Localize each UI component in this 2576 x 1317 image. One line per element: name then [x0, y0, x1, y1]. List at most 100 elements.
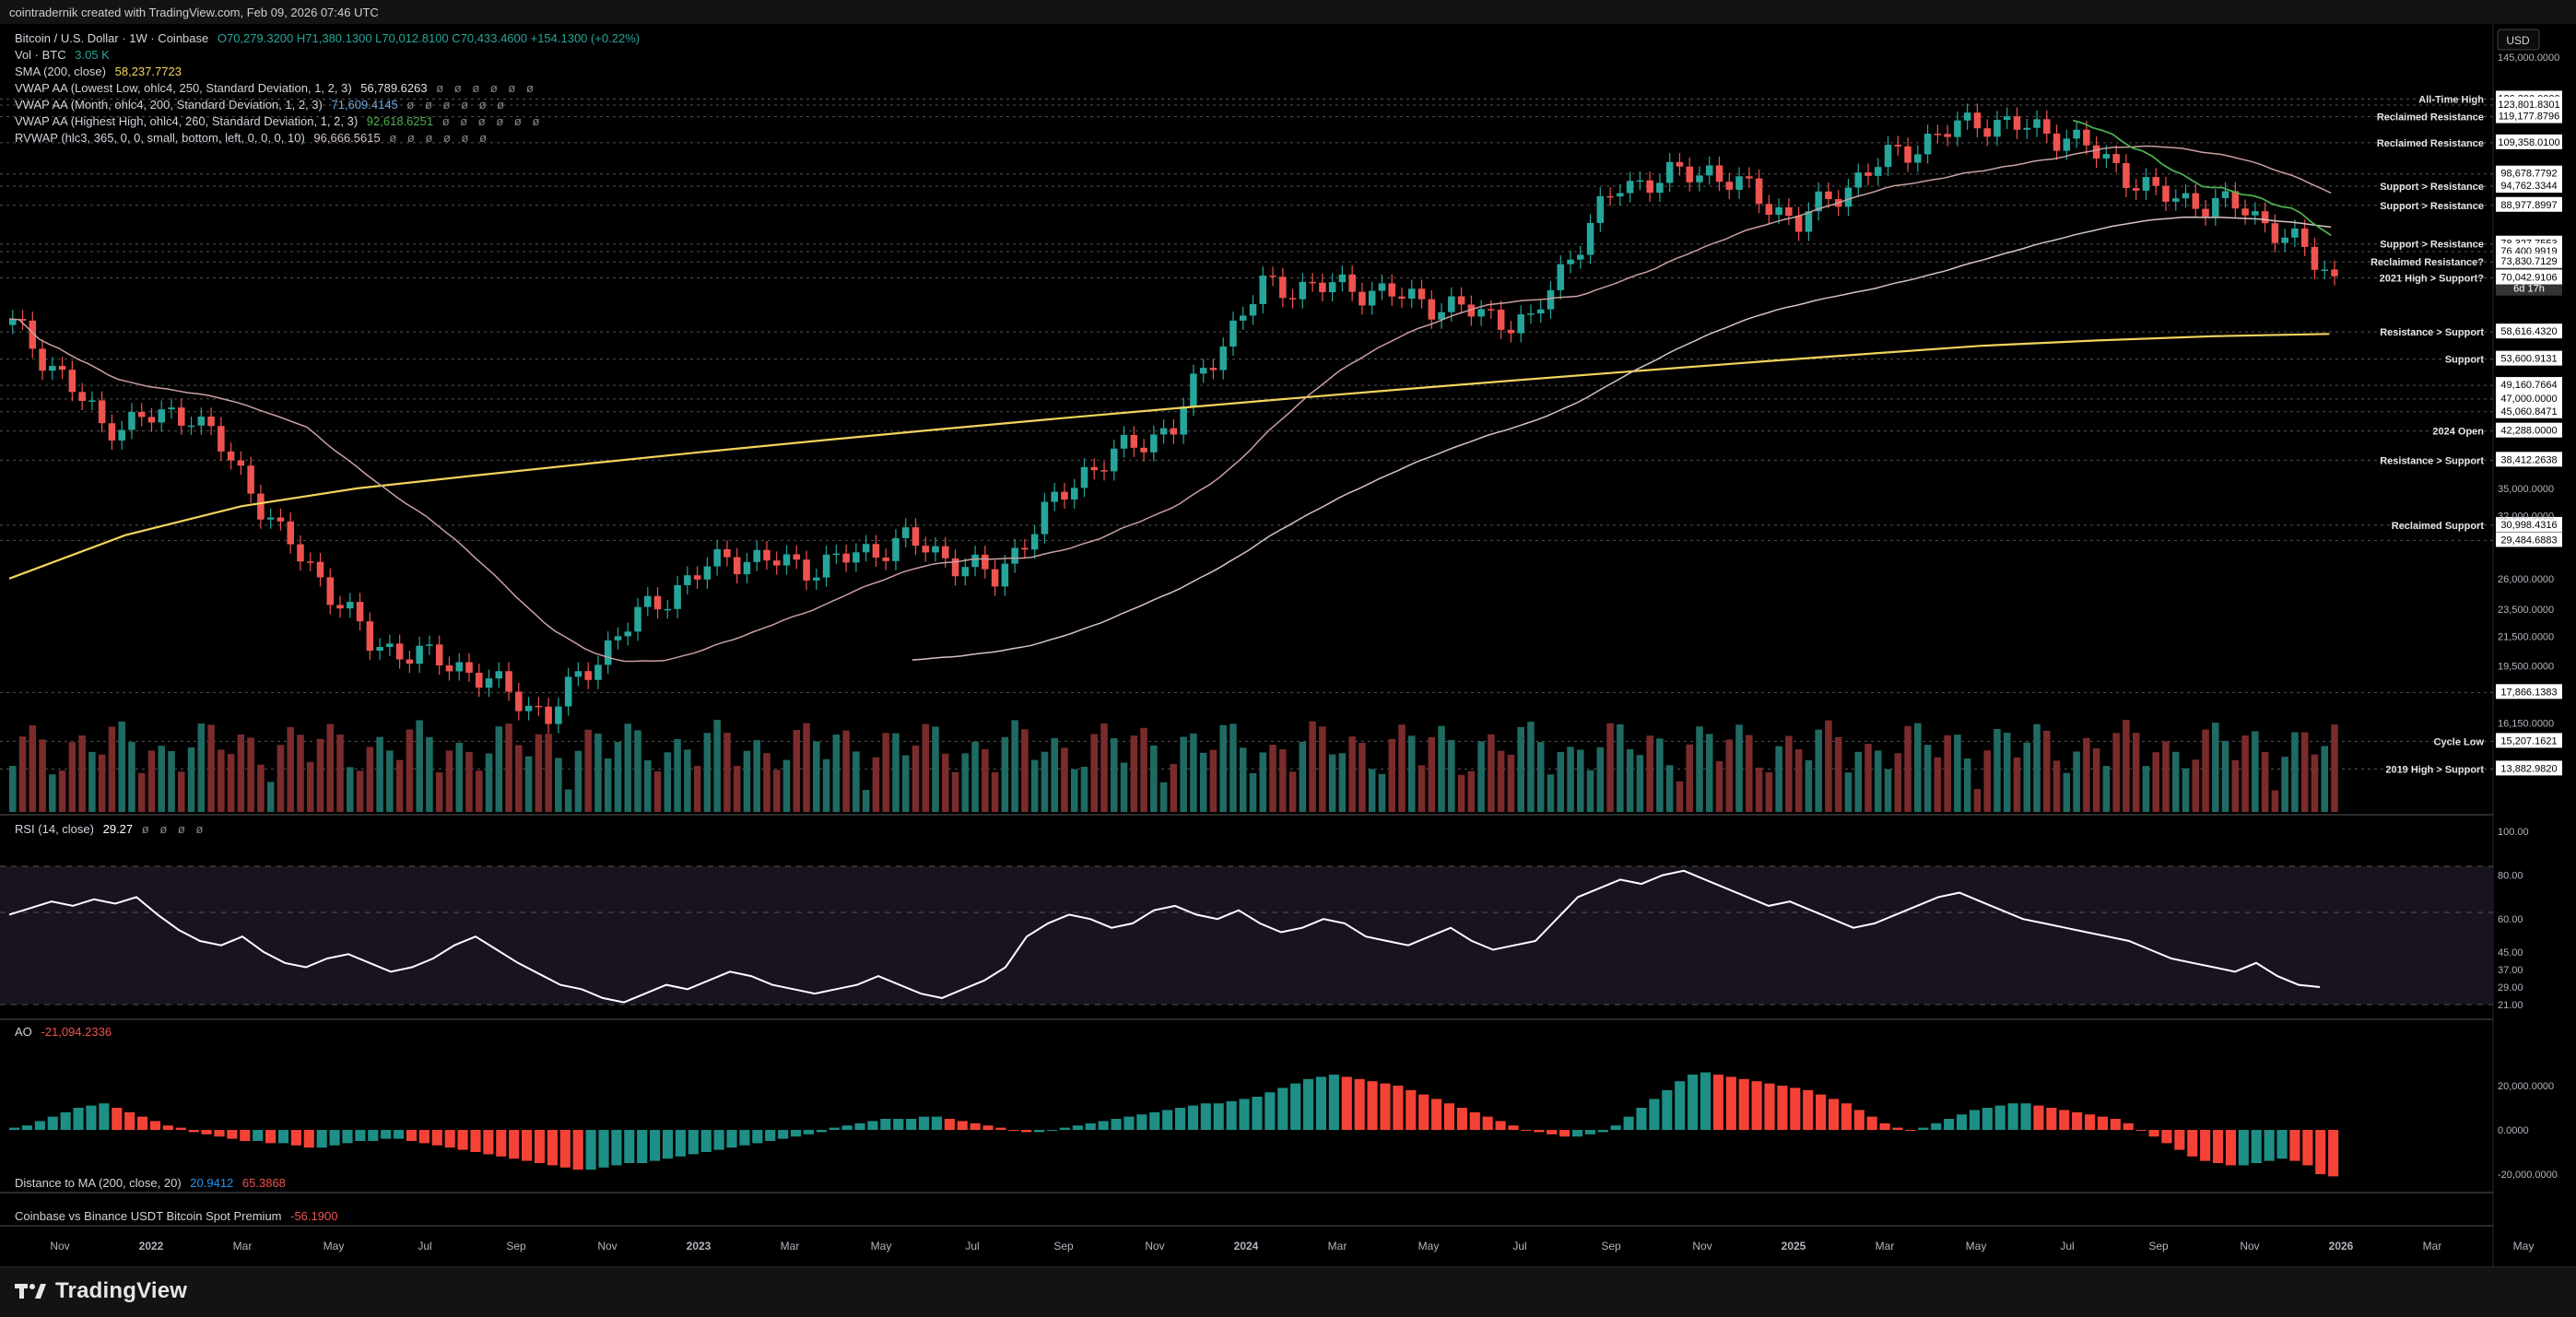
ao-legend[interactable]: AO -21,094.2336: [15, 1025, 112, 1039]
ao-bar: [60, 1111, 71, 1130]
currency-label[interactable]: USD: [2506, 34, 2530, 47]
volume-legend[interactable]: Vol · BTC 3.05 K: [15, 48, 110, 62]
volume-bar: [2300, 732, 2309, 812]
price-level-label: 88,977.8997: [2500, 200, 2557, 211]
visibility-icons[interactable]: ø ø ø ø ø ø: [441, 114, 544, 128]
price-level-label: 73,830.7129: [2500, 256, 2557, 267]
volume-bar: [1269, 745, 1276, 812]
candle-body: [2202, 208, 2209, 217]
volume-bar: [535, 734, 543, 812]
ao-bar: [790, 1130, 802, 1137]
candle-body: [1517, 314, 1524, 334]
sma-legend[interactable]: SMA (200, close) 58,237.7723: [15, 65, 182, 78]
candle-body: [1497, 309, 1505, 330]
visibility-icons[interactable]: ø ø ø ø ø ø: [389, 131, 491, 145]
volume-bar: [1061, 747, 1068, 812]
ao-bar: [2033, 1105, 2044, 1130]
ohlc-values: O70,279.3200 H71,380.1300 L70,012.8100 C…: [217, 31, 641, 45]
vwap2-legend[interactable]: VWAP AA (Month, ohlc4, 200, Standard Dev…: [15, 98, 508, 112]
ao-bar: [2251, 1130, 2262, 1163]
ao-bar: [240, 1130, 251, 1141]
volume-bar: [1815, 729, 1822, 812]
candle-body: [932, 546, 939, 553]
ao-bar: [188, 1130, 199, 1133]
ao-bar: [470, 1130, 481, 1152]
vwap1-label: VWAP AA (Lowest Low, ohlc4, 250, Standar…: [15, 81, 352, 95]
ao-bar: [21, 1125, 33, 1130]
volume-bar: [465, 751, 473, 812]
volume-bar: [743, 750, 751, 812]
tradingview-logo[interactable]: TradingView: [15, 1278, 187, 1304]
volume-bar: [1398, 724, 1406, 812]
volume-bar: [2162, 741, 2170, 812]
candle-body: [1547, 289, 1555, 310]
level-annotation: All-Time High: [2418, 94, 2484, 105]
chart-frame[interactable]: 126,300.0000123,801.8301119,177.8796109,…: [0, 24, 2576, 1266]
vwap1-legend[interactable]: VWAP AA (Lowest Low, ohlc4, 250, Standar…: [15, 81, 537, 95]
volume-bar: [1140, 727, 1147, 812]
candle-body: [306, 561, 314, 563]
rsi-scale-label: 60.00: [2498, 914, 2523, 925]
ao-bar: [1021, 1130, 1032, 1133]
visibility-icons[interactable]: ø ø ø ø ø ø: [406, 98, 509, 112]
ao-bar: [149, 1121, 161, 1130]
candle-body: [1448, 296, 1455, 312]
candle-body: [1398, 296, 1406, 299]
candle-body: [9, 318, 17, 325]
distance-ma-value1: 20.9412: [190, 1176, 234, 1190]
volume-bar: [1497, 750, 1505, 812]
candle-body: [98, 400, 106, 424]
ao-bar: [1610, 1125, 1621, 1130]
ao-bar: [1175, 1108, 1186, 1130]
candle-body: [684, 575, 691, 585]
candle-body: [88, 400, 96, 402]
candle-body: [276, 517, 285, 522]
candle-body: [2023, 127, 2031, 130]
ao-bar: [1597, 1130, 1608, 1133]
ao-bar: [572, 1130, 583, 1170]
candle-body: [1190, 373, 1197, 407]
candle-body: [1090, 466, 1099, 471]
volume-bar: [515, 745, 523, 812]
volume-bar: [2123, 720, 2130, 812]
ao-bar: [2072, 1111, 2083, 1130]
rsi-legend[interactable]: RSI (14, close) 29.27 ø ø ø ø: [15, 822, 206, 836]
volume-bar: [1586, 770, 1594, 812]
vwap3-legend[interactable]: VWAP AA (Highest High, ohlc4, 260, Stand…: [15, 114, 543, 128]
ao-bar: [1764, 1083, 1775, 1130]
ao-bar: [522, 1130, 533, 1161]
volume-bar: [2182, 768, 2190, 812]
volume-bar: [803, 723, 810, 812]
time-axis-label: Jul: [2060, 1240, 2074, 1252]
volume-bar: [257, 764, 265, 812]
time-axis-label: 2025: [1782, 1240, 1806, 1252]
distance-ma-legend[interactable]: Distance to MA (200, close, 20) 20.9412 …: [15, 1176, 286, 1190]
visibility-icons[interactable]: ø ø ø ø ø ø: [436, 81, 537, 95]
ao-bar: [1303, 1078, 1314, 1130]
price-level-box: [2496, 422, 2562, 438]
rvwap-legend[interactable]: RVWAP (hlc3, 365, 0, 0, small, bottom, l…: [15, 131, 490, 145]
volume-bar: [1021, 729, 1029, 812]
volume-bar: [1983, 750, 1991, 812]
volume-bar: [1705, 734, 1713, 812]
ao-bar: [1547, 1130, 1558, 1135]
visibility-icons[interactable]: ø ø ø ø: [141, 822, 207, 836]
ao-bar: [1905, 1130, 1916, 1131]
symbol-legend[interactable]: Bitcoin / U.S. Dollar · 1W · Coinbase O7…: [15, 31, 640, 45]
volume-bar: [1765, 772, 1773, 812]
ao-bar: [1328, 1075, 1339, 1130]
price-level-box: [2496, 196, 2562, 212]
price-scale-label: 23,500.0000: [2498, 605, 2554, 616]
ao-scale-label: 20,000.0000: [2498, 1081, 2554, 1092]
ao-bar: [253, 1130, 264, 1141]
volume-bar: [703, 733, 712, 812]
candle-body: [1288, 298, 1297, 300]
candle-body: [1586, 222, 1594, 255]
ao-bar: [957, 1121, 968, 1130]
premium-legend[interactable]: Coinbase vs Binance USDT Bitcoin Spot Pr…: [15, 1209, 337, 1223]
candle-body: [1239, 315, 1247, 321]
chart-canvas[interactable]: 126,300.0000123,801.8301119,177.8796109,…: [0, 24, 2576, 1266]
candle-body: [366, 621, 374, 652]
volume-bar: [2202, 729, 2209, 812]
volume-bar: [961, 753, 970, 812]
